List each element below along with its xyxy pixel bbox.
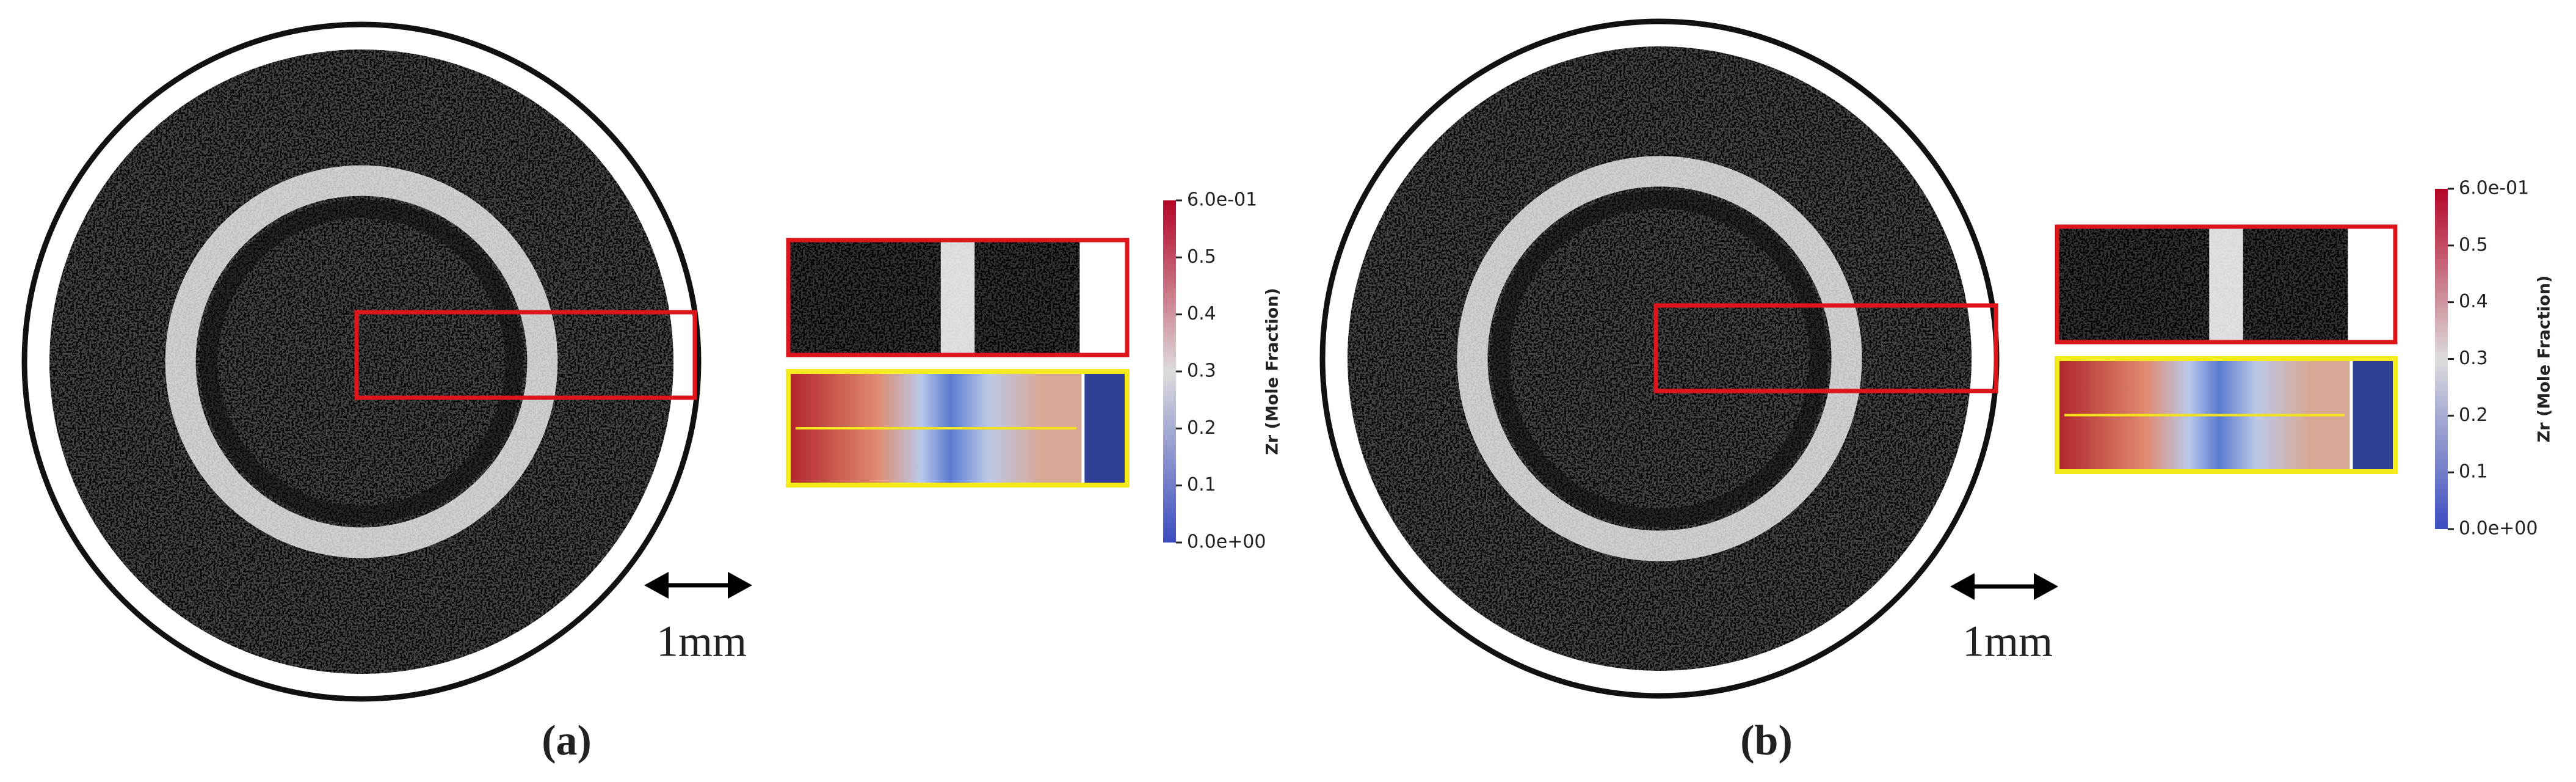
colorbar-tick-label: 0.4: [2459, 291, 2488, 312]
caption: (b): [1740, 717, 1793, 764]
colorbar-tick-label: 0.3: [2459, 348, 2488, 369]
colorbar-tick-label: 0.0e+00: [2459, 518, 2538, 539]
arrow-head: [1950, 573, 2058, 600]
sim-edge: [2349, 357, 2397, 473]
specimen-texture: [49, 49, 673, 674]
colorbar-tick-label: 0.1: [2459, 461, 2488, 483]
region-box: [1653, 303, 1998, 393]
inset-frame: [2055, 224, 2398, 345]
panel: 6.0e-01 0.5 0.4 0.3 0.2 0.1 0.0e+00 Zr (Mole Fr…: [21, 21, 1282, 764]
sim-edge: [1081, 370, 1129, 487]
colorbar-label: Zr (Mole Fraction): [1263, 288, 1282, 455]
inset-band: [940, 240, 975, 355]
scale-label: 1mm: [1962, 617, 2053, 666]
scale-label: 1mm: [656, 617, 747, 666]
panel: 6.0e-01 0.5 0.4 0.3 0.2 0.1 0.0e+00 Zr (Mole Fr…: [1319, 18, 2554, 764]
colorbar-tick-label: 0.2: [1187, 417, 1216, 439]
inset-band: [2209, 227, 2243, 342]
colorbar-label: Zr (Mole Fraction): [2535, 276, 2554, 443]
colorbar-tick-label: 0.2: [2459, 404, 2488, 426]
colorbar-tick-label: 0.0e+00: [1187, 532, 1266, 553]
colorbar-tick-label: 6.0e-01: [1187, 189, 1257, 211]
colorbar: [2435, 189, 2448, 529]
dark-ring: [199, 199, 524, 524]
light-ring: [165, 165, 558, 558]
sim-frame: [786, 369, 1130, 488]
colorbar-tick-label: 0.4: [1187, 303, 1216, 324]
dark-ring: [1491, 190, 1828, 527]
colorbar-tick-label: 0.5: [1187, 246, 1216, 268]
region-box: [354, 310, 697, 400]
inset-edge: [2348, 227, 2395, 342]
colorbar-tick-label: 0.3: [1187, 360, 1216, 382]
colorbar-tick-label: 0.1: [1187, 474, 1216, 495]
inset-frame: [786, 238, 1130, 357]
specimen-texture: [1348, 46, 1972, 671]
sim-frame: [2055, 356, 2398, 474]
inset-edge: [1079, 240, 1127, 355]
light-ring: [1457, 156, 1862, 561]
caption: (a): [542, 717, 592, 764]
colorbar-tick-label: 0.5: [2459, 234, 2488, 255]
colorbar-tick-label: 6.0e-01: [2459, 178, 2529, 199]
arrow-head: [644, 572, 752, 599]
colorbar: [1163, 200, 1176, 543]
